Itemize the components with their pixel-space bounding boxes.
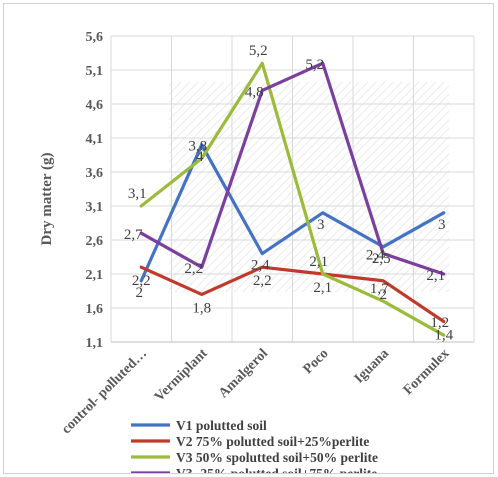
y-tick-label: 4,6 bbox=[86, 98, 104, 113]
data-label: 1,4 bbox=[434, 328, 453, 344]
series-line bbox=[139, 61, 446, 337]
data-label: 2,1 bbox=[313, 280, 332, 296]
x-tick-label: Iguana bbox=[352, 346, 392, 386]
data-label: 2,1 bbox=[426, 268, 445, 284]
x-tick-label: Formulex bbox=[401, 346, 453, 398]
data-label: 1,7 bbox=[370, 281, 389, 297]
data-label: 2,4 bbox=[251, 258, 270, 274]
data-label: 2,2 bbox=[132, 273, 151, 289]
data-label: 2,5 bbox=[372, 251, 391, 267]
data-label: 2,2 bbox=[184, 261, 203, 277]
data-label: 1,8 bbox=[192, 300, 211, 316]
legend-entry: V3- 25% polutted soil+75% perlite bbox=[176, 466, 377, 474]
data-label: 2 bbox=[136, 285, 144, 301]
legend-entry: V3 50% spolutted soil+50% perlite bbox=[176, 450, 378, 465]
series-line bbox=[139, 265, 446, 324]
watermark-hatch bbox=[169, 82, 449, 292]
y-tick-label: 5,1 bbox=[86, 64, 104, 79]
y-tick-label: 3,1 bbox=[86, 200, 104, 215]
data-label: 5,2 bbox=[249, 43, 268, 59]
data-labels: 2 4 2,4 3 2,5 3 2,2 1,8 2,2 2,1 2 1,4 3,1 3,8 5,2 2,1 1,… bbox=[124, 43, 454, 343]
y-axis-ticks: 5,6 5,1 4,6 4,1 3,6 3,1 2,6 2,1 1,6 1,1 bbox=[86, 30, 104, 351]
chart-frame: 5,6 5,1 4,6 4,1 3,6 3,1 2,6 2,1 1,6 1,1 control- … bbox=[3, 3, 494, 474]
x-tick-label: Amalgerol bbox=[216, 346, 271, 401]
legend-entry: V2 75% polutted soil+25%perlite bbox=[176, 434, 369, 449]
y-tick-label: 3,6 bbox=[86, 166, 104, 181]
data-label: 2 bbox=[380, 287, 388, 303]
data-label: 5,2 bbox=[305, 57, 324, 73]
y-tick-label: 1,6 bbox=[86, 302, 104, 317]
y-tick-label: 2,1 bbox=[86, 268, 104, 283]
data-label: 4,8 bbox=[245, 84, 264, 100]
y-tick-label: 2,6 bbox=[86, 234, 104, 249]
y-axis-label: Dry matter (g) bbox=[39, 152, 55, 245]
line-chart: 5,65,14,64,13,63,12,62,11,61,1 control- … bbox=[39, 30, 475, 474]
series-line bbox=[139, 61, 446, 276]
data-label: 1,2 bbox=[430, 315, 449, 331]
gridlines bbox=[110, 35, 475, 343]
data-label: 3,8 bbox=[188, 138, 207, 154]
data-label: 2,4 bbox=[366, 248, 385, 264]
data-label: 4 bbox=[196, 149, 204, 165]
data-label: 3 bbox=[438, 217, 446, 233]
data-label: 2,7 bbox=[124, 227, 143, 243]
y-tick-label: 1,1 bbox=[86, 336, 104, 351]
y-tick-label: 5,6 bbox=[86, 30, 104, 45]
data-label: 2,1 bbox=[309, 254, 328, 270]
data-label: 2,2 bbox=[253, 273, 272, 289]
x-tick-label: Poco bbox=[301, 346, 332, 377]
y-tick-label: 4,1 bbox=[86, 132, 104, 147]
data-label: 3 bbox=[317, 217, 325, 233]
series-lines bbox=[139, 61, 446, 337]
x-tick-label: Vermiplant bbox=[152, 346, 211, 405]
legend-entry: V1 polutted soil bbox=[176, 418, 267, 433]
data-label: 3,1 bbox=[128, 186, 147, 202]
